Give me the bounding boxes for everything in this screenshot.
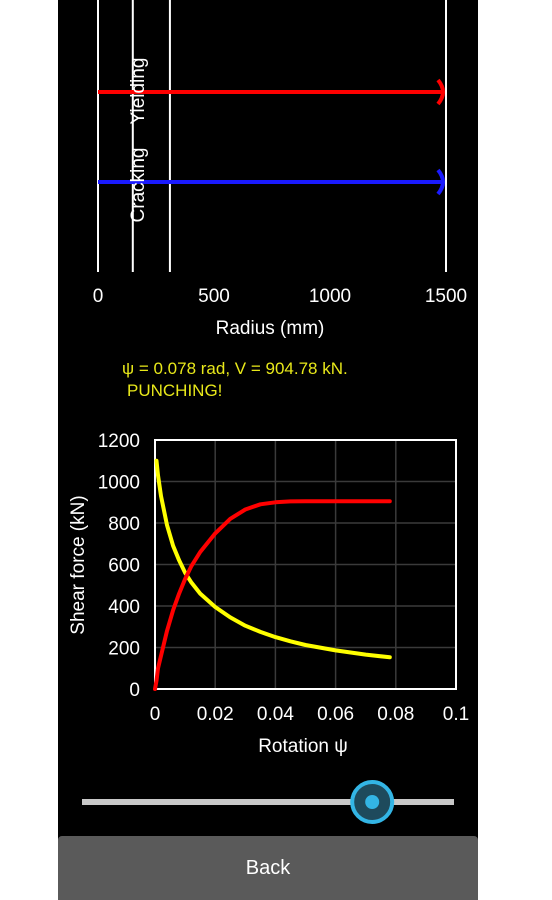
shear-chart-x-tick-label: 0.08 — [377, 704, 414, 725]
slider-thumb[interactable] — [350, 780, 395, 824]
radius-chart-gridlines — [97, 0, 447, 272]
shear-chart-series — [153, 458, 392, 691]
radius-tick-label: 500 — [198, 286, 230, 307]
shear-chart-x-ticks: 0 0.02 0.04 0.06 0.08 0.1 — [150, 704, 470, 725]
shear-chart-y-ticks: 0 200 400 600 800 1000 1200 — [98, 431, 140, 701]
radius-chart-series — [98, 78, 445, 196]
radius-chart-ylabels: Cracking Yielding — [128, 58, 149, 223]
shear-chart-grid — [154, 439, 457, 690]
radius-chart-xlabel: Radius (mm) — [216, 318, 325, 339]
shear-chart-xlabel: Rotation ψ — [258, 736, 348, 757]
radius-tick-label: 0 — [93, 286, 104, 307]
shear-chart-y-tick-label: 600 — [108, 556, 140, 577]
radius-series-end-yielding — [436, 78, 445, 106]
shear-chart-y-tick-label: 400 — [108, 597, 140, 618]
shear-chart-y-tick-label: 1200 — [98, 431, 140, 452]
radius-tick-label: 1000 — [309, 286, 351, 307]
shear-chart-x-tick-label: 0.04 — [257, 704, 294, 725]
shear-chart-x-tick-label: 0.06 — [317, 704, 354, 725]
radius-series-end-cracking — [436, 168, 445, 196]
shear-rotation-chart: 0 0.02 0.04 0.06 0.08 0.1 0 200 400 600 800 1000 12… — [68, 431, 470, 757]
shear-chart-y-tick-label: 0 — [129, 680, 140, 701]
radius-chart-x-ticks: 0 500 1000 1500 — [93, 286, 467, 307]
shear-chart-x-tick-label: 0.1 — [443, 704, 469, 725]
radius-chart: 0 500 1000 1500 Radius (mm) Cracking Yieldi… — [93, 0, 467, 339]
shear-chart-y-tick-label: 1000 — [98, 473, 140, 494]
status-line-result: ψ = 0.078 rad, V = 904.78 kN. — [122, 359, 348, 378]
radius-tick-label: 1500 — [425, 286, 467, 307]
app-screen: 0 500 1000 1500 Radius (mm) Cracking Yieldi… — [58, 0, 478, 900]
shear-chart-ylabel: Shear force (kN) — [68, 495, 89, 634]
slider-thumb-dot[interactable] — [365, 795, 380, 809]
status-message: ψ = 0.078 rad, V = 904.78 kN. PUNCHING! — [122, 358, 442, 402]
ylabel-yielding: Yielding — [128, 58, 149, 125]
rotation-slider[interactable] — [58, 772, 478, 832]
shear-chart-x-tick-label: 0.02 — [197, 704, 234, 725]
ylabel-cracking: Cracking — [128, 148, 149, 223]
shear-chart-frame — [154, 439, 457, 690]
back-button[interactable]: Back — [58, 836, 478, 900]
shear-chart-load-curve — [153, 499, 392, 691]
slider-track[interactable] — [82, 799, 454, 805]
shear-chart-y-tick-label: 800 — [108, 514, 140, 535]
status-line-failure: PUNCHING! — [127, 381, 223, 400]
shear-chart-x-tick-label: 0 — [150, 704, 161, 725]
shear-chart-y-tick-label: 200 — [108, 639, 140, 660]
shear-chart-capacity-curve — [154, 458, 392, 660]
back-button-label: Back — [245, 856, 291, 879]
